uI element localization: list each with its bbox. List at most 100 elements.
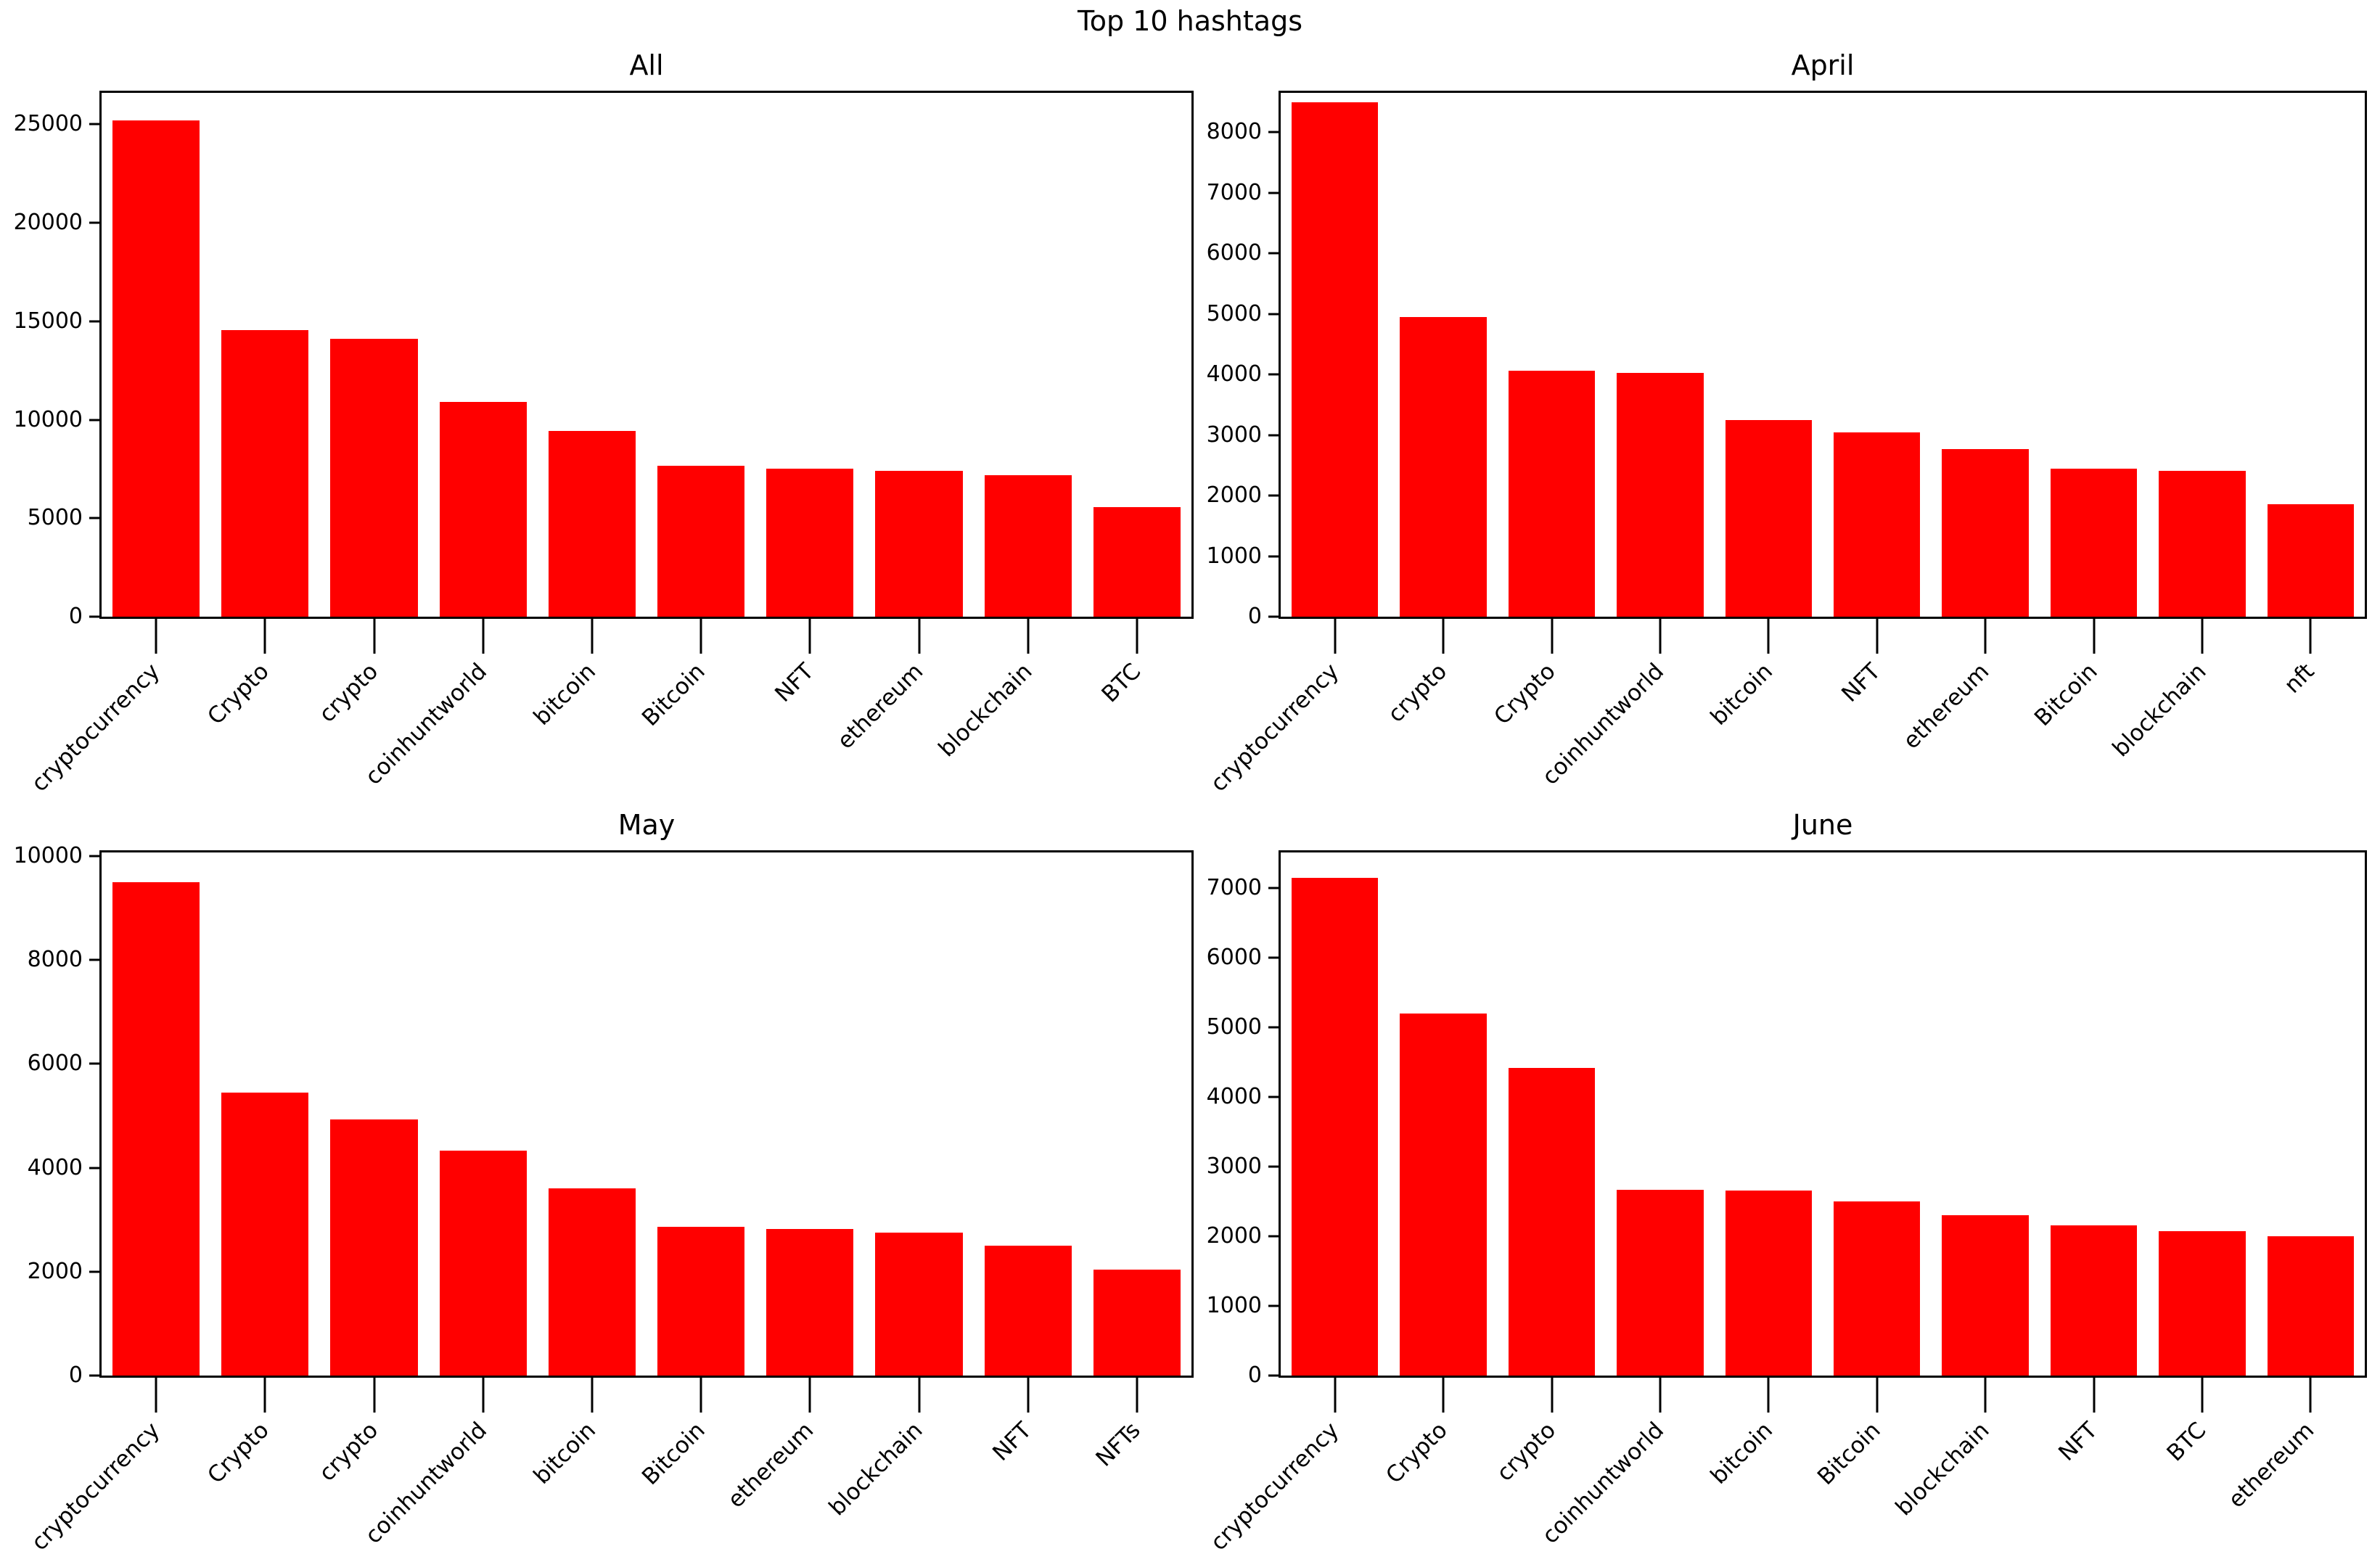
bar-Crypto xyxy=(1400,1013,1487,1376)
x-tick-label: NFTs xyxy=(1091,1417,1146,1472)
y-tick-label: 3000 xyxy=(1206,422,1262,448)
y-tick-mark xyxy=(89,855,99,858)
bar-cryptocurrency xyxy=(1291,877,1379,1376)
x-tick-mark xyxy=(1984,619,1987,654)
bar-BTC xyxy=(1093,507,1181,617)
x-tick-mark xyxy=(155,1378,157,1413)
y-tick-label: 1000 xyxy=(1206,1292,1262,1318)
x-tick-mark xyxy=(1027,619,1030,654)
x-tick-mark xyxy=(263,1378,266,1413)
y-tick-label: 6000 xyxy=(1206,944,1262,970)
y-tick-label: 3000 xyxy=(1206,1153,1262,1179)
x-tick-label: BTC xyxy=(2162,1417,2212,1467)
y-tick-label: 8000 xyxy=(1206,119,1262,145)
x-tick-mark xyxy=(2201,1378,2204,1413)
bar-blockchain xyxy=(1942,1215,2029,1376)
y-tick-label: 7000 xyxy=(1206,179,1262,205)
y-tick-mark xyxy=(89,958,99,961)
x-tick-mark xyxy=(1767,1378,1770,1413)
bar-BTC xyxy=(2159,1231,2246,1376)
bar-bitcoin xyxy=(1725,1190,1813,1376)
x-tick-mark xyxy=(1876,619,1879,654)
y-tick-label: 0 xyxy=(68,604,83,629)
x-tick-label: blockchain xyxy=(1890,1417,1995,1521)
x-tick-mark xyxy=(591,1378,594,1413)
bar-NFT xyxy=(2050,1225,2138,1376)
subplot-april: April 0 1000 2000 3000 4000 5000 6000 7000 8000 cr… xyxy=(1205,49,2367,797)
bar-Bitcoin xyxy=(1833,1201,1921,1376)
x-tick-mark xyxy=(1334,1378,1337,1413)
x-tick-label: bitcoin xyxy=(528,658,602,731)
y-tick-mark xyxy=(89,1374,99,1377)
x-tick-mark xyxy=(591,619,594,654)
bar-blockchain xyxy=(875,1233,963,1376)
y-tick-mark xyxy=(89,1270,99,1273)
x-tick-mark xyxy=(1659,1378,1662,1413)
x-tick-mark xyxy=(1136,1378,1138,1413)
y-tick-mark xyxy=(89,123,99,126)
bar-Bitcoin xyxy=(657,466,745,617)
x-tick-mark xyxy=(2309,619,2312,654)
bar-NFT xyxy=(1833,432,1921,617)
bar-crypto xyxy=(1508,1067,1596,1376)
y-tick-mark xyxy=(1268,131,1279,133)
subplot-june: June 0 1000 2000 3000 4000 5000 6000 7000 cryptoc… xyxy=(1205,809,2367,1555)
y-tick-label: 6000 xyxy=(1206,240,1262,266)
y-tick-label: 2000 xyxy=(27,1258,83,1284)
x-tick-mark xyxy=(1442,619,1445,654)
x-tick-mark xyxy=(699,1378,702,1413)
y-tick-mark xyxy=(1268,1374,1279,1377)
y-tick-label: 5000 xyxy=(27,505,83,531)
x-tick-label: BTC xyxy=(1096,658,1146,708)
subplot-title: May xyxy=(617,809,676,841)
y-tick-label: 8000 xyxy=(27,947,83,973)
x-tick-mark xyxy=(2093,1378,2095,1413)
y-tick-label: 2000 xyxy=(1206,1222,1262,1249)
x-tick-label: crypto xyxy=(313,658,383,728)
x-tick-mark xyxy=(808,1378,811,1413)
x-tick-label: NFT xyxy=(2053,1417,2103,1466)
bar-ethereum xyxy=(766,1229,854,1376)
x-tick-label: nft xyxy=(2279,658,2320,699)
y-tick-mark xyxy=(89,221,99,224)
x-tick-label: cryptocurrency xyxy=(1205,1417,1345,1556)
x-tick-label: Crypto xyxy=(202,658,274,731)
x-tick-mark xyxy=(1136,619,1138,654)
bar-cryptocurrency xyxy=(112,881,200,1376)
x-tick-label: Crypto xyxy=(1380,1417,1453,1489)
y-tick-label: 1000 xyxy=(1206,543,1262,569)
y-tick-mark xyxy=(1268,313,1279,316)
x-tick-mark xyxy=(808,619,811,654)
bar-NFT xyxy=(984,1246,1072,1376)
y-tick-mark xyxy=(1268,555,1279,558)
y-tick-mark xyxy=(1268,252,1279,255)
x-tick-mark xyxy=(1442,1378,1445,1413)
x-tick-label: ethereum xyxy=(2223,1417,2320,1513)
x-tick-mark xyxy=(1551,619,1553,654)
x-tick-mark xyxy=(699,619,702,654)
bar-cryptocurrency xyxy=(1291,102,1379,617)
x-tick-mark xyxy=(2093,619,2095,654)
bar-ethereum xyxy=(2267,1236,2355,1376)
x-tick-mark xyxy=(1767,619,1770,654)
x-tick-mark xyxy=(155,619,157,654)
bar-Bitcoin xyxy=(657,1226,745,1376)
y-tick-mark xyxy=(89,615,99,618)
x-tick-mark xyxy=(918,1378,920,1413)
subplot-title: June xyxy=(1792,809,1853,841)
bar-bitcoin xyxy=(548,1188,636,1376)
x-tick-label: bitcoin xyxy=(528,1417,602,1489)
subplot-may: May 0 2000 4000 6000 8000 10000 cryptocurrency C… xyxy=(14,809,1194,1555)
x-tick-label: Crypto xyxy=(1489,658,1561,731)
x-tick-label: crypto xyxy=(1383,658,1453,728)
y-tick-label: 2000 xyxy=(1206,482,1262,509)
x-tick-mark xyxy=(373,1378,375,1413)
y-tick-mark xyxy=(1268,615,1279,618)
x-tick-label: NFT xyxy=(770,658,819,707)
x-tick-label: ethereum xyxy=(832,658,928,755)
x-tick-mark xyxy=(482,619,485,654)
y-tick-mark xyxy=(1268,1165,1279,1168)
y-tick-mark xyxy=(1268,1096,1279,1098)
y-tick-label: 6000 xyxy=(27,1051,83,1077)
y-tick-label: 10000 xyxy=(13,843,83,868)
